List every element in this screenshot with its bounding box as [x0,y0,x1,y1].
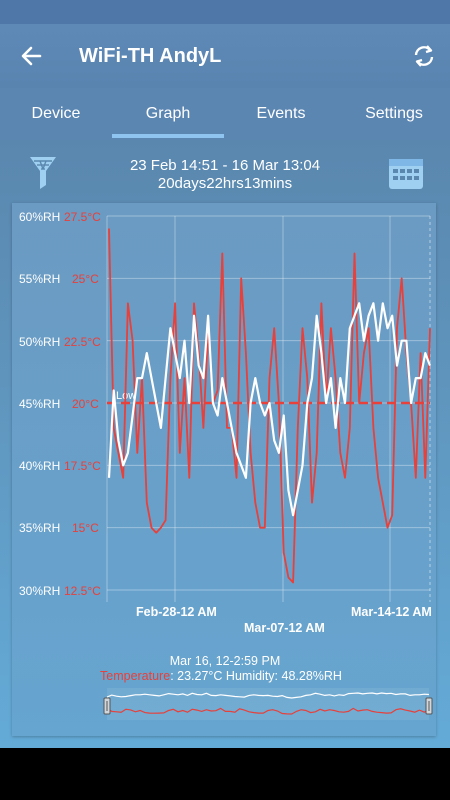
y-right-tick: 17.5°C [64,459,101,473]
tab-device[interactable]: Device [31,105,81,122]
sync-icon[interactable] [410,42,438,70]
x-tick: Feb-28-12 AM [136,605,217,619]
tab-indicator [112,134,224,138]
y-right-tick: 25°C [72,272,99,286]
system-nav-bar [0,748,450,800]
y-left-tick: 45%RH [19,397,61,411]
filter-icon[interactable] [28,155,58,191]
date-range-dates: 23 Feb 14:51 - 16 Mar 13:04 [129,157,321,174]
tab-bar: Device Graph Events Settings [0,88,450,140]
calendar-icon[interactable] [388,156,424,190]
temperature-value: : 23.27°C [170,669,223,683]
y-left-tick: 50%RH [19,335,61,349]
selected-reading: Temperature: 23.27°C Humidity: 48.28%RH [100,669,360,683]
tab-events[interactable]: Events [256,105,306,122]
y-right-tick: 20°C [72,397,99,411]
humidity-series-line [107,302,432,517]
status-bar [0,0,450,24]
app-title: WiFi-TH AndyL [79,45,222,67]
date-range: 23 Feb 14:51 - 16 Mar 13:04 20days22hrs1… [100,157,350,193]
app-bar: WiFi-TH AndyL [0,24,450,88]
y-right-tick: 27.5°C [64,210,101,224]
tab-settings[interactable]: Settings [365,105,423,122]
navigator-temperature-line [106,707,430,715]
range-navigator [103,688,433,720]
chart-series [107,228,432,584]
temperature-series-line [108,228,431,584]
selected-timestamp: Mar 16, 12-2:59 PM [169,654,281,668]
temperature-label: Temperature [100,669,171,683]
y-left-tick: 55%RH [19,272,61,286]
y-right-tick: 12.5°C [64,584,101,598]
date-range-duration: 20days22hrs13mins [157,175,293,192]
y-left-tick: 40%RH [19,459,61,473]
tab-graph[interactable]: Graph [145,105,191,122]
y-left-tick: 60%RH [19,210,61,224]
x-tick: Mar-14-12 AM [351,605,432,619]
x-tick: Mar-07-12 AM [244,621,325,635]
navigator-humidity-line [106,692,430,699]
back-arrow-icon[interactable] [18,42,46,70]
y-left-tick: 30%RH [19,584,61,598]
y-right-tick: 22.5°C [64,335,101,349]
y-left-tick: 35%RH [19,521,61,535]
y-right-tick: 15°C [72,521,99,535]
humidity-value: Humidity: 48.28%RH [222,669,342,683]
